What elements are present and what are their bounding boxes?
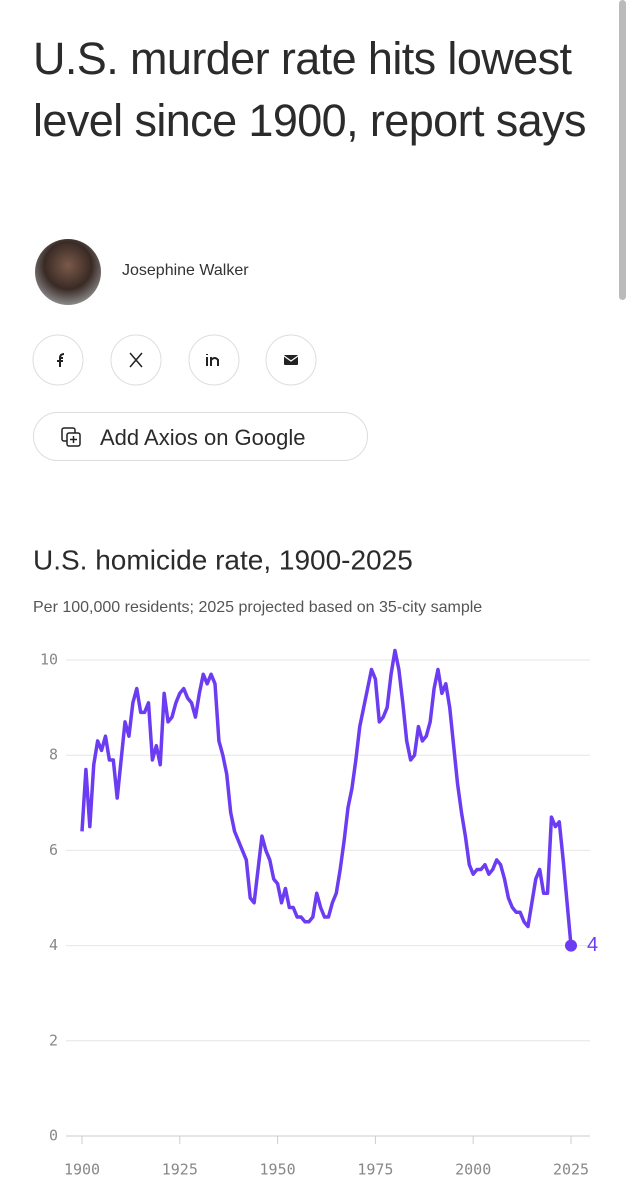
end-point [565,939,577,952]
add-source-button[interactable]: Add Axios on Google [33,412,368,461]
share-linkedin[interactable] [188,334,240,386]
share-x[interactable] [110,334,162,386]
chart-subtitle: Per 100,000 residents; 2025 projected ba… [33,599,482,616]
data-line [80,648,573,946]
x-icon [129,352,143,368]
share-email[interactable] [265,334,317,386]
email-icon [283,355,299,365]
y-tick-label: 8 [49,746,58,764]
author-avatar[interactable] [35,239,101,305]
chart-title: U.S. homicide rate, 1900-2025 [33,544,413,575]
end-label: 4 [587,934,598,956]
x-tick-label: 2025 [553,1161,589,1179]
headline: U.S. murder rate hits lowest level since… [33,33,587,146]
y-tick-label: 0 [49,1127,58,1145]
x-tick-label: 1950 [260,1161,296,1179]
scrollbar[interactable] [619,0,626,300]
add-icon [61,427,81,447]
y-tick-label: 10 [40,651,58,669]
facebook-icon [57,353,65,367]
linkedin-icon [206,354,219,366]
y-tick-label: 4 [49,936,58,954]
byline-and-share [32,239,317,447]
x-tick-label: 1925 [162,1161,198,1179]
x-tick-label: 1975 [357,1161,393,1179]
share-facebook[interactable] [32,334,84,386]
chart: U.S. homicide rate, 1900-2025 Per 100,00… [33,544,598,1179]
y-tick-label: 2 [49,1031,58,1049]
x-tick-label: 2000 [455,1161,491,1179]
author-name[interactable]: Josephine Walker [122,262,249,279]
x-tick-label: 1900 [64,1161,100,1179]
y-tick-label: 6 [49,841,58,859]
button-label: Add Axios on Google [100,425,306,450]
